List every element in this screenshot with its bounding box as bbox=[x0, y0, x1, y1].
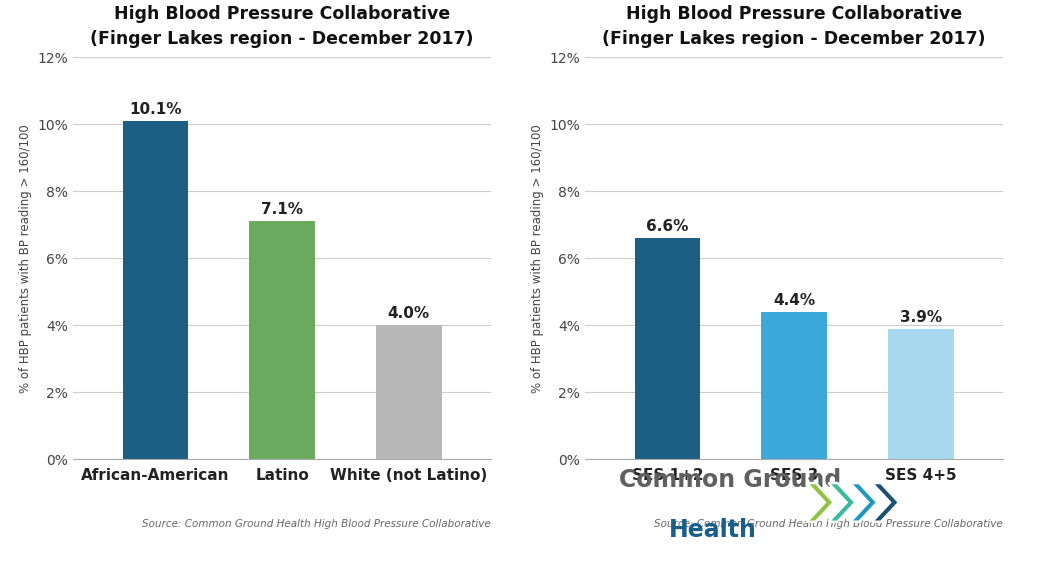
Title: >160/100 hypertension rates by race/ethnicity
High Blood Pressure Collaborative
: >160/100 hypertension rates by race/ethn… bbox=[53, 0, 511, 48]
Bar bbox=[888, 328, 954, 459]
Bar bbox=[376, 325, 442, 459]
Polygon shape bbox=[872, 483, 899, 522]
Text: Common Ground: Common Ground bbox=[619, 467, 841, 491]
Text: 10.1%: 10.1% bbox=[130, 102, 182, 117]
Bar bbox=[761, 312, 828, 459]
Y-axis label: % of HBP patients with BP reading > 160/100: % of HBP patients with BP reading > 160/… bbox=[19, 124, 32, 393]
Polygon shape bbox=[851, 483, 878, 522]
Bar bbox=[249, 222, 316, 459]
Polygon shape bbox=[807, 483, 834, 522]
Text: Health: Health bbox=[669, 518, 757, 542]
Text: 6.6%: 6.6% bbox=[647, 219, 689, 234]
Text: Source: Common Ground Health High Blood Pressure Collaborative: Source: Common Ground Health High Blood … bbox=[654, 519, 1003, 529]
Bar bbox=[634, 238, 700, 459]
Text: 4.0%: 4.0% bbox=[388, 307, 429, 321]
Text: 3.9%: 3.9% bbox=[900, 309, 942, 325]
Text: 7.1%: 7.1% bbox=[261, 203, 303, 218]
Y-axis label: % of HBP patients with BP reading > 160/100: % of HBP patients with BP reading > 160/… bbox=[531, 124, 544, 393]
Bar bbox=[122, 121, 188, 459]
Text: 4.4%: 4.4% bbox=[773, 293, 815, 308]
Title: >160/100 hypertension rates by socioeconomic status
High Blood Pressure Collabor: >160/100 hypertension rates by socioecon… bbox=[528, 0, 1045, 48]
Polygon shape bbox=[829, 483, 856, 522]
Text: Source: Common Ground Health High Blood Pressure Collaborative: Source: Common Ground Health High Blood … bbox=[142, 519, 491, 529]
